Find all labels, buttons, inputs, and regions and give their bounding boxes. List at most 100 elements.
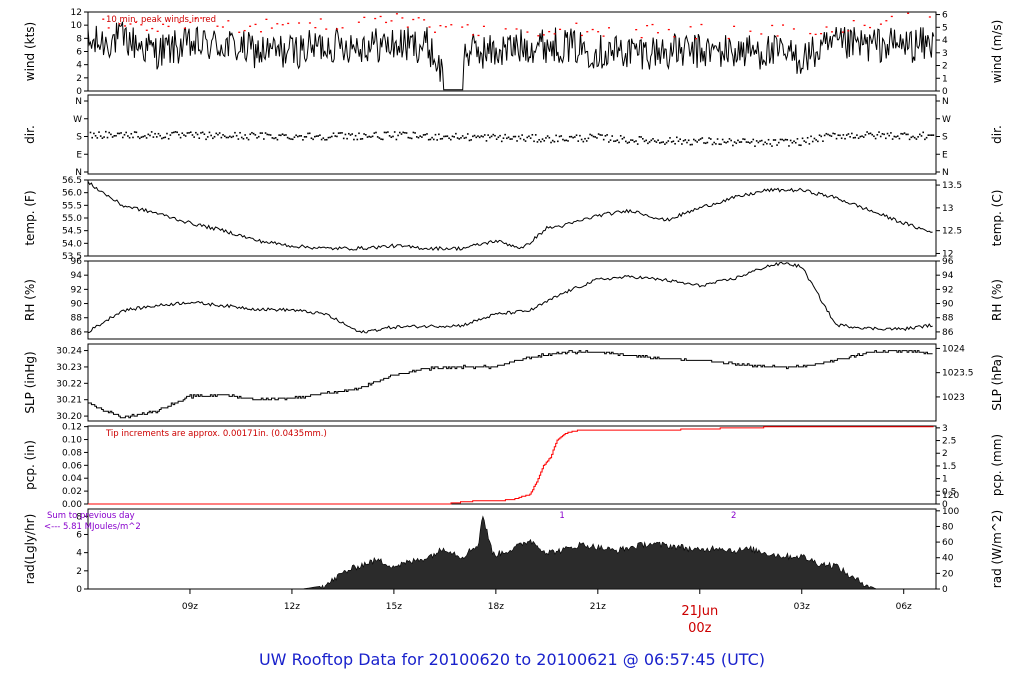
wind-direction-dot [320, 138, 323, 141]
wind-direction-dot [125, 131, 127, 134]
wind-direction-dot [811, 140, 814, 143]
wind-direction-dot [353, 138, 355, 141]
pcp-right-tick-label: 1 [942, 475, 948, 485]
wind-direction-dot [499, 134, 501, 137]
wind-direction-dot [817, 140, 819, 143]
wind-direction-dot [375, 131, 377, 134]
wind-direction-dot [376, 136, 379, 138]
wind-direction-dot [808, 143, 811, 145]
wind-direction-dot [563, 139, 566, 142]
wind-right-tick-label: 3 [942, 49, 948, 59]
wind-direction-dot [516, 140, 518, 142]
wind-direction-dot [674, 142, 676, 145]
rad-right-tick-label: 0 [942, 585, 948, 595]
wind-direction-dot [750, 141, 753, 143]
wind-direction-dot [762, 143, 765, 146]
wind-direction-dot [426, 133, 428, 135]
pcp-ylabel-left: pcp. (in) [23, 440, 37, 490]
wind-direction-dot [140, 136, 143, 138]
wind-direction-dot [560, 135, 563, 137]
rad-left-tick-label: 6 [76, 530, 82, 540]
wind-direction-dot [908, 138, 911, 141]
wind-direction-dot [777, 141, 780, 144]
wind-direction-dot [660, 141, 663, 144]
wind-direction-dot [359, 138, 362, 140]
slp-right-tick-label: 1023.5 [942, 369, 974, 379]
wind-direction-dot [667, 140, 670, 142]
rad-right-tick-label: 120 [942, 491, 959, 501]
wind-direction-dot [263, 138, 265, 140]
temp-ylabel-left: temp. (F) [23, 190, 37, 245]
wind-direction-dot [179, 136, 182, 139]
wind-direction-dot [835, 137, 838, 140]
wind-direction-dot [89, 131, 92, 134]
wind-direction-dot [604, 135, 607, 137]
wind-left-tick-label: 4 [76, 61, 82, 71]
wind-direction-dot [631, 139, 634, 141]
wind-direction-dot [512, 135, 515, 138]
wind-direction-dot [98, 131, 100, 133]
pcp-annotation: Tip increments are approx. 0.00171in. (0… [105, 429, 327, 439]
wind-direction-dot [851, 132, 853, 135]
wind-direction-dot [788, 145, 790, 147]
wind-direction-dot [251, 131, 253, 134]
rad-right-tick-label: 20 [942, 569, 954, 579]
wind-direction-dot [130, 132, 133, 135]
humidity-line [87, 261, 933, 334]
wind-direction-dot [349, 134, 352, 136]
wind-direction-dot [648, 141, 651, 143]
wind-direction-dot [709, 138, 712, 140]
wind-left-tick-label: 0 [76, 87, 82, 97]
wind-direction-dot [383, 131, 386, 134]
wind-direction-dot [280, 134, 282, 137]
pcp-left-tick-label: 0.12 [62, 423, 82, 433]
pcp-left-tick-label: 0.10 [62, 436, 82, 446]
dir-panel-frame [87, 94, 937, 175]
wind-direction-dot [201, 131, 204, 134]
pcp-left-tick-label: 0.00 [62, 500, 82, 510]
wind-direction-dot [879, 135, 882, 138]
wind-direction-dot [597, 133, 600, 135]
wind-direction-dot [432, 138, 435, 141]
wind-direction-dot [227, 136, 229, 139]
wind-direction-dot [679, 138, 681, 140]
rh-ylabel-right: RH (%) [990, 279, 1004, 321]
wind-direction-dot [842, 134, 845, 136]
dir-right-tick-label: N [942, 168, 949, 178]
wind-direction-dot [152, 136, 155, 138]
rh-left-tick-label: 92 [71, 285, 82, 295]
temp-left-tick-label: 54.0 [62, 239, 82, 249]
wind-direction-dot [737, 139, 739, 142]
wind-direction-dot [708, 137, 710, 139]
wind-direction-dot [625, 140, 627, 143]
wind-direction-dot [606, 134, 608, 136]
wind-direction-dot [876, 134, 879, 136]
wind-right-tick-label: 0 [942, 87, 948, 97]
wind-direction-dot [917, 136, 919, 138]
wind-direction-dot [638, 136, 641, 138]
wind-direction-dot [103, 136, 105, 138]
wind-direction-dot [519, 137, 522, 140]
wind-direction-dot [514, 135, 517, 138]
wind-direction-dot [303, 136, 306, 138]
wind-direction-dot [431, 136, 433, 139]
wind-direction-dot [434, 133, 437, 136]
wind-direction-dot [373, 132, 376, 134]
wind-direction-dot [203, 133, 206, 135]
wind-direction-dot [783, 139, 785, 142]
wind-direction-dot [390, 136, 393, 139]
temp-left-tick-label: 55.5 [62, 201, 82, 211]
pcp-left-tick-label: 0.02 [62, 487, 82, 497]
dir-ylabel-left: dir. [23, 125, 37, 144]
wind-direction-dot [574, 136, 576, 138]
wind-direction-dot [813, 137, 816, 140]
wind-direction-dot [692, 138, 695, 141]
date-label: 21Jun [681, 604, 718, 619]
wind-direction-dot [397, 134, 399, 137]
wind-direction-dot [110, 133, 112, 136]
wind-direction-dot [553, 140, 556, 143]
wind-direction-dot [438, 133, 440, 136]
wind-left-tick-label: 2 [76, 74, 82, 84]
wind-direction-dot [694, 139, 697, 142]
wind-direction-dot [220, 136, 223, 139]
